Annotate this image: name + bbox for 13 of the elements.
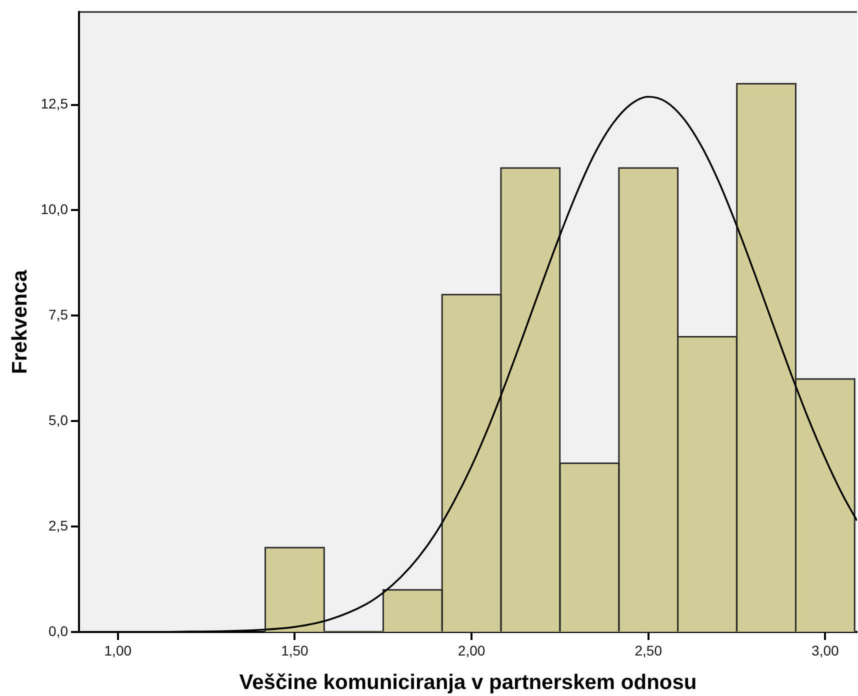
- x-tick-label: 2,50: [634, 642, 662, 658]
- x-tick-label: 3,00: [812, 642, 840, 658]
- y-axis-title: Frekvenca: [8, 270, 32, 374]
- x-tick-label: 2,00: [458, 642, 486, 658]
- y-tick-label: 7,5: [48, 306, 68, 323]
- x-tick-label: 1,50: [281, 642, 309, 658]
- y-tick-label: 10,0: [40, 201, 68, 218]
- y-tick-label: 2,5: [48, 517, 68, 534]
- x-axis-title: Veščine komuniciranja v partnerskem odnosu: [239, 671, 697, 694]
- y-tick-label: 0,0: [48, 622, 68, 639]
- y-tick-label: 12,5: [40, 96, 68, 112]
- x-tick-label: 1,00: [104, 642, 132, 658]
- y-tick-label: 5,0: [48, 412, 68, 428]
